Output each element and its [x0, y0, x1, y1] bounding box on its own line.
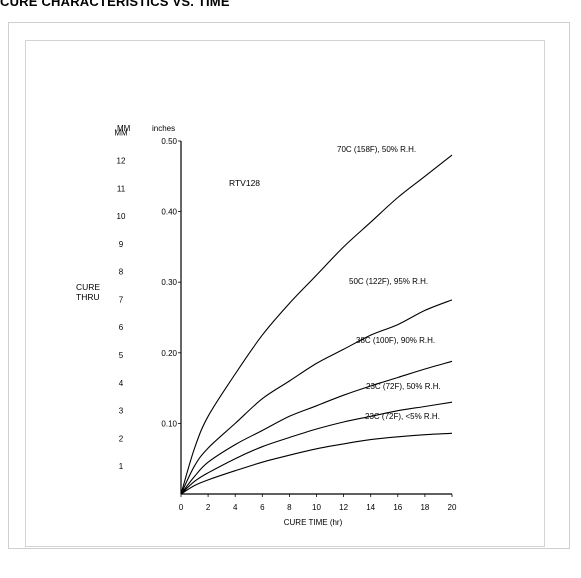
- x-tick-label: 14: [366, 503, 375, 512]
- x-tick-label: 2: [206, 503, 211, 512]
- y-axis-label-line: CURE: [76, 282, 100, 292]
- mm-tick-label: 5: [119, 351, 124, 360]
- series-label: 23C (72F), <5% R.H.: [365, 412, 440, 421]
- mm-tick-label: 11: [117, 184, 126, 193]
- x-tick-label: 20: [448, 503, 457, 512]
- x-axis-label: CURE TIME (hr): [284, 518, 343, 527]
- x-tick-label: 0: [179, 503, 184, 512]
- y-tick-label: 0.50: [161, 137, 177, 146]
- mm-tick-label: 7: [119, 295, 124, 304]
- chart-frame: [25, 40, 545, 547]
- mm-tick-label: 4: [119, 379, 124, 388]
- series-line: [180, 154, 453, 495]
- y-tick-label: 0.10: [161, 419, 177, 428]
- x-tick-label: 16: [393, 503, 402, 512]
- series-line: [180, 401, 453, 495]
- x-tick-label: 6: [260, 503, 265, 512]
- y-tick-label: 0.20: [161, 349, 177, 358]
- series-label: 50C (122F), 95% R.H.: [349, 277, 428, 286]
- y-axis-label-line: THRU: [76, 292, 100, 302]
- y-tick-label: 0.40: [161, 208, 177, 217]
- mm-tick-label: 6: [119, 323, 124, 332]
- y-tick-label: 0.30: [161, 278, 177, 287]
- mm-tick-label: MM: [114, 129, 128, 138]
- unit-label-mm: MM: [117, 124, 131, 133]
- mm-tick-label: 10: [117, 212, 126, 221]
- y-axis-label: CURE THRU: [76, 282, 100, 302]
- chart-annotation: RTV128: [229, 178, 260, 188]
- mm-tick-label: 1: [119, 462, 124, 471]
- page-heading: CURE CHARACTERISTICS VS. TIME: [0, 0, 230, 9]
- mm-tick-label: 9: [119, 240, 124, 249]
- mm-tick-label: 3: [119, 407, 124, 416]
- series-label: 23C (72F), 50% R.H.: [366, 382, 441, 391]
- x-tick-label: 8: [287, 503, 292, 512]
- mm-tick-label: 12: [117, 156, 126, 165]
- series-label: 38C (100F), 90% R.H.: [356, 336, 435, 345]
- x-tick-label: 12: [339, 503, 348, 512]
- series-line: [180, 360, 453, 495]
- series-label: 70C (158F), 50% R.H.: [337, 145, 416, 154]
- mm-tick-label: 8: [119, 268, 124, 277]
- mm-tick-label: 2: [119, 434, 124, 443]
- x-tick-label: 10: [312, 503, 321, 512]
- series-line: [180, 299, 453, 495]
- unit-label-inches: inches: [152, 124, 175, 133]
- x-tick-label: 18: [420, 503, 429, 512]
- x-tick-label: 4: [233, 503, 238, 512]
- series-line: [180, 432, 453, 495]
